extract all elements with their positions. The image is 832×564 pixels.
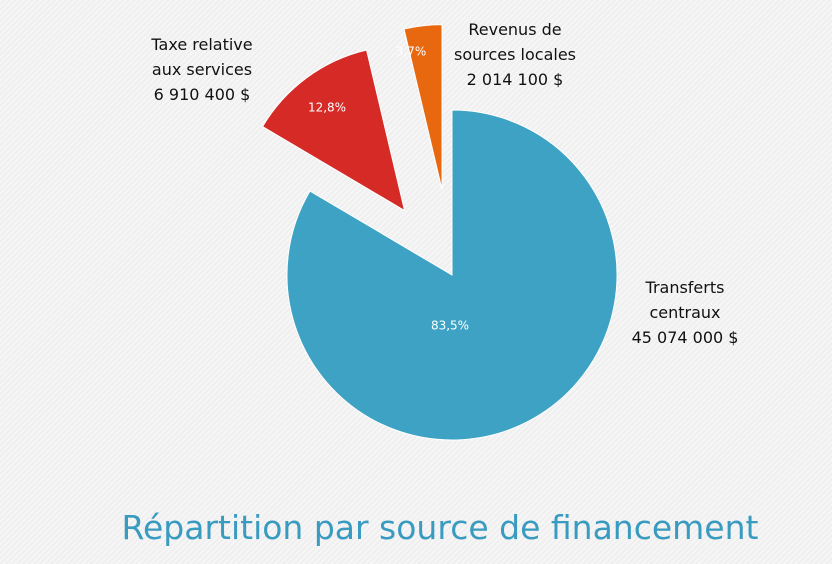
slice-value-label: 12,8% xyxy=(308,101,346,115)
pie-slice xyxy=(261,49,406,212)
slice-label: Taxe relative aux services 6 910 400 $ xyxy=(122,32,282,107)
chart-title: Répartition par source de financement xyxy=(121,508,759,547)
slice-value-label: 3,7% xyxy=(396,45,427,59)
category-label: Revenus de sources locales xyxy=(453,20,576,64)
pie-slice xyxy=(286,109,618,441)
slice-label: Revenus de sources locales 2 014 100 $ xyxy=(430,17,600,92)
category-label: Taxe relative aux services xyxy=(151,35,253,79)
slice-label: Transferts centraux 45 074 000 $ xyxy=(600,275,770,350)
amount-label: 45 074 000 $ xyxy=(631,328,739,347)
slice-value-label: 83,5% xyxy=(431,319,469,333)
pie-slice xyxy=(403,24,443,190)
amount-label: 2 014 100 $ xyxy=(466,70,564,89)
amount-label: 6 910 400 $ xyxy=(153,85,251,104)
category-label: Transferts centraux xyxy=(645,278,725,322)
